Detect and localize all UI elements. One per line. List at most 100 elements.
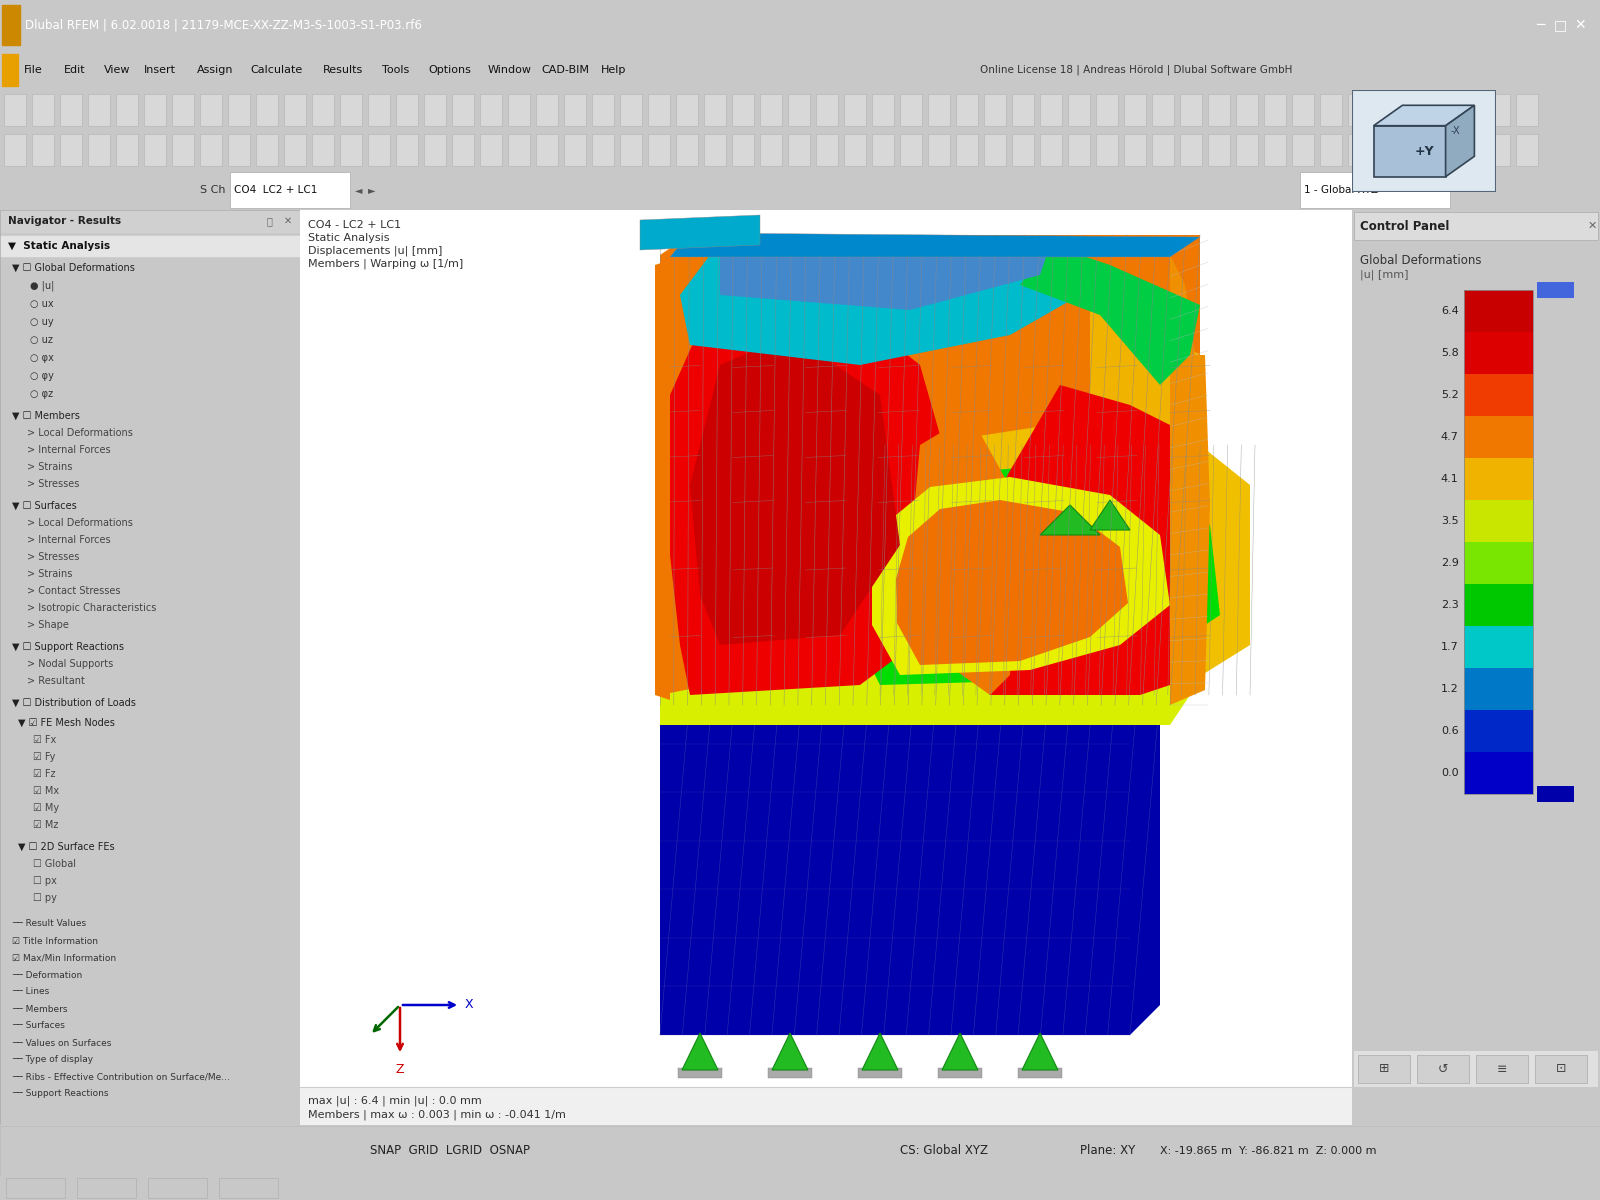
Text: > Internal Forces: > Internal Forces (27, 535, 110, 545)
Bar (899, 134, 922, 166)
Polygon shape (854, 464, 1221, 685)
Bar (1235, 94, 1258, 126)
Bar (219, 1178, 278, 1198)
Text: 1.2: 1.2 (1442, 684, 1459, 694)
Bar (61, 134, 82, 166)
Text: ⊞: ⊞ (1379, 1062, 1389, 1075)
Bar (1069, 134, 1090, 166)
Bar (424, 134, 446, 166)
Text: Assign: Assign (197, 65, 234, 76)
Polygon shape (720, 235, 1050, 310)
Bar (453, 134, 474, 166)
Text: CO4  LC2 + LC1: CO4 LC2 + LC1 (234, 185, 317, 196)
Bar (899, 94, 922, 126)
Bar (3, 134, 26, 166)
Text: ▼ ☐ Distribution of Loads: ▼ ☐ Distribution of Loads (13, 698, 136, 708)
Bar (200, 134, 222, 166)
Polygon shape (1446, 106, 1475, 176)
Polygon shape (680, 235, 1080, 365)
Bar (88, 94, 110, 126)
Bar (1464, 290, 1533, 332)
Bar (1464, 332, 1533, 374)
Bar (938, 1068, 982, 1078)
Bar (1459, 94, 1482, 126)
Text: ↺: ↺ (1438, 1062, 1448, 1075)
Text: Navigator - Results: Navigator - Results (8, 216, 120, 226)
Bar (1538, 786, 1574, 802)
Bar (2, 5, 19, 46)
Bar (1477, 1055, 1528, 1082)
Bar (872, 94, 894, 126)
Bar (256, 134, 278, 166)
Bar (1534, 1055, 1587, 1082)
Text: ▼  Static Analysis: ▼ Static Analysis (8, 241, 110, 251)
Bar (173, 94, 194, 126)
Bar (1517, 134, 1538, 166)
Bar (1018, 1068, 1062, 1078)
Bar (77, 1178, 136, 1198)
Bar (928, 94, 950, 126)
Bar (1208, 94, 1230, 126)
Text: Plane: XY: Plane: XY (1080, 1145, 1136, 1157)
Polygon shape (872, 476, 1170, 674)
Text: Displacements |u| [mm]: Displacements |u| [mm] (307, 246, 442, 257)
Polygon shape (690, 335, 899, 646)
Bar (1264, 134, 1286, 166)
Text: Results: Results (323, 65, 363, 76)
Bar (845, 134, 866, 166)
Text: ○ uz: ○ uz (30, 335, 53, 346)
Text: > Shape: > Shape (27, 620, 69, 630)
Bar (858, 1068, 902, 1078)
Bar (536, 94, 558, 126)
Text: 4.7: 4.7 (1440, 432, 1459, 442)
Text: ▼ ☐ Surfaces: ▼ ☐ Surfaces (13, 502, 77, 511)
Bar (1464, 458, 1533, 500)
Text: 2.3: 2.3 (1442, 600, 1459, 610)
Text: > Stresses: > Stresses (27, 479, 80, 490)
Bar (1096, 94, 1118, 126)
Bar (1464, 290, 1533, 794)
Text: 📌: 📌 (267, 216, 274, 226)
Text: ☐ px: ☐ px (34, 876, 58, 886)
Bar (1418, 1055, 1469, 1082)
Text: > Resultant: > Resultant (27, 676, 85, 686)
Bar (1464, 500, 1533, 542)
Text: ─: ─ (1536, 18, 1544, 32)
Text: max |u| : 6.4 | min |u| : 0.0 mm: max |u| : 6.4 | min |u| : 0.0 mm (307, 1096, 482, 1106)
Text: 0.0: 0.0 (1442, 768, 1459, 778)
Bar (1464, 416, 1533, 458)
Bar (1464, 374, 1533, 416)
Bar (301, 1087, 1352, 1126)
Text: ⊡: ⊡ (1555, 1062, 1566, 1075)
Text: ── Surfaces: ── Surfaces (13, 1021, 66, 1031)
Text: ── Deformation: ── Deformation (13, 971, 82, 979)
Text: Insert: Insert (144, 65, 176, 76)
Text: > Contact Stresses: > Contact Stresses (27, 586, 120, 596)
Bar (1152, 94, 1174, 126)
Bar (1040, 134, 1062, 166)
Bar (536, 134, 558, 166)
Bar (957, 134, 978, 166)
Bar (339, 134, 362, 166)
Bar (1299, 172, 1450, 208)
Bar (1488, 94, 1510, 126)
Bar (1293, 94, 1314, 126)
Bar (787, 134, 810, 166)
Text: ≡: ≡ (1496, 1062, 1507, 1075)
Bar (1405, 134, 1426, 166)
Bar (1405, 94, 1426, 126)
Polygon shape (1021, 245, 1200, 385)
Polygon shape (661, 665, 1160, 695)
Polygon shape (654, 260, 670, 700)
Bar (1432, 94, 1454, 126)
Bar (1152, 134, 1174, 166)
Text: Tools: Tools (382, 65, 410, 76)
Polygon shape (1170, 254, 1210, 704)
Bar (984, 134, 1006, 166)
Text: □: □ (1554, 18, 1566, 32)
Polygon shape (1090, 305, 1200, 704)
Bar (1264, 94, 1286, 126)
Polygon shape (970, 385, 1170, 695)
Bar (1459, 134, 1482, 166)
Polygon shape (771, 1033, 808, 1070)
